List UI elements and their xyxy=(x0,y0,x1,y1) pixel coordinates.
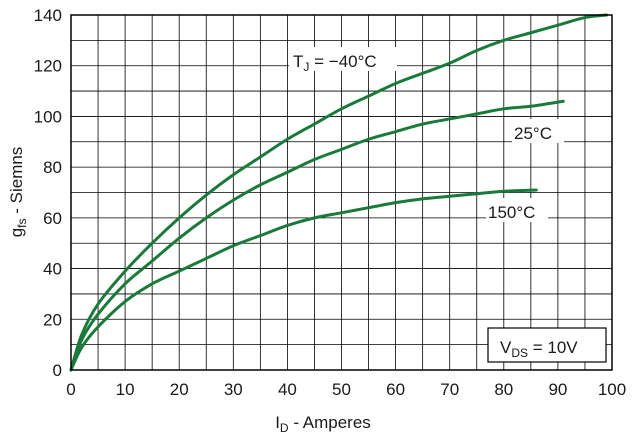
x-tick-label: 100 xyxy=(598,380,626,399)
x-tick-label: 90 xyxy=(548,380,567,399)
y-tick-label: 80 xyxy=(43,158,62,177)
t150-label-box xyxy=(486,198,548,222)
y-tick-label: 20 xyxy=(43,310,62,329)
curves xyxy=(69,13,609,372)
plot-frame xyxy=(70,14,613,371)
vds-box xyxy=(487,327,607,363)
x-tick-label: 50 xyxy=(332,380,351,399)
y-axis-label: gfs - Siemns xyxy=(7,147,29,238)
curve-150c xyxy=(69,188,538,372)
tj-label-box xyxy=(289,47,397,71)
y-tick-label: 0 xyxy=(53,361,62,380)
x-tick-label: 70 xyxy=(440,380,459,399)
tj-label: TJ = −40°C xyxy=(293,52,377,74)
y-tick-label: 40 xyxy=(43,260,62,279)
x-tick-label: 40 xyxy=(278,380,297,399)
x-tick-label: 20 xyxy=(170,380,189,399)
t150-label: 150°C xyxy=(488,203,535,222)
x-tick-label: 10 xyxy=(116,380,135,399)
y-tick-label: 140 xyxy=(34,6,62,25)
curve-tj-minus40 xyxy=(69,13,609,372)
t25-label-box xyxy=(512,119,564,143)
y-tick-labels: 0 20 40 60 80 100 120 140 xyxy=(34,6,62,380)
x-tick-labels: 0 10 20 30 40 50 60 70 80 90 100 xyxy=(66,380,626,399)
x-axis-label: ID - Amperes xyxy=(275,413,371,435)
curve-25c xyxy=(69,99,565,372)
t25-label: 25°C xyxy=(514,124,552,143)
y-tick-label: 100 xyxy=(34,107,62,126)
x-tick-label: 30 xyxy=(224,380,243,399)
x-tick-label: 80 xyxy=(494,380,513,399)
y-tick-label: 60 xyxy=(43,209,62,228)
vds-label: VDS = 10V xyxy=(500,338,578,360)
y-tick-label: 120 xyxy=(34,57,62,76)
x-tick-label: 60 xyxy=(386,380,405,399)
x-tick-label: 0 xyxy=(66,380,75,399)
